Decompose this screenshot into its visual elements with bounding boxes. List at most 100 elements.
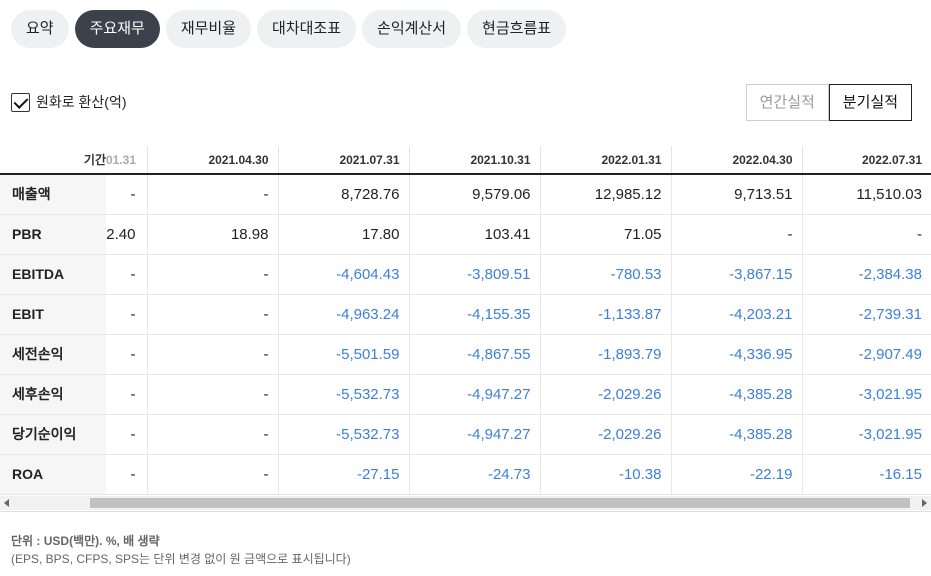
scrollbar-thumb[interactable]	[90, 498, 910, 508]
table-cell: -4,203.21	[670, 294, 802, 335]
unit-note: 단위 : USD(백만). %, 배 생략	[11, 534, 160, 548]
table-cell: 17.80	[277, 214, 409, 255]
tab-key-financials[interactable]: 주요재무	[74, 10, 160, 48]
table-cell: -4,385.28	[670, 373, 802, 415]
table-cell: -	[106, 373, 147, 415]
column-header: 01.31	[106, 146, 147, 175]
table-cell: -1,133.87	[539, 294, 671, 335]
table-cell: -4,604.43	[277, 254, 409, 295]
table-cell: -3,809.51	[408, 254, 540, 295]
tab-cash-flow[interactable]: 현금흐름표	[467, 10, 567, 48]
financial-table-container: 기간 01.31 2021.04.30 2021.07.31 2021.10.3…	[0, 146, 931, 512]
table-cell: -27.15	[277, 454, 409, 495]
column-header: 2022.01.31	[539, 146, 671, 175]
footnote: 단위 : USD(백만). %, 배 생략 (EPS, BPS, CFPS, S…	[11, 532, 351, 568]
table-cell: -3,867.15	[670, 254, 802, 295]
table-cell: -	[106, 414, 147, 455]
table-cell: -	[106, 254, 147, 295]
table-cell: -4,385.28	[670, 414, 802, 455]
tab-balance-sheet[interactable]: 대차대조표	[257, 10, 357, 48]
table-cell: -16.15	[801, 454, 931, 495]
row-label: 세후손익	[0, 373, 106, 415]
table-cell: -	[146, 454, 278, 495]
column-header: 2021.04.30	[146, 146, 278, 175]
table-cell: -10.38	[539, 454, 671, 495]
column-header: 2021.10.31	[408, 146, 540, 175]
table-cell: -3,021.95	[801, 414, 931, 455]
table-cell: -2,739.31	[801, 294, 931, 335]
unit-exception-note: (EPS, BPS, CFPS, SPS는 단위 변경 없이 원 금액으로 표시…	[11, 552, 351, 566]
table-cell: -	[670, 214, 802, 255]
row-label: EBITDA	[0, 254, 106, 295]
scroll-left-icon[interactable]	[0, 496, 14, 510]
table-row: ROA - - -27.15 -24.73 -10.38 -22.19 -16.15	[0, 454, 931, 495]
table-row: PBR 2.40 18.98 17.80 103.41 71.05- -	[0, 214, 931, 255]
table-cell: 103.41	[408, 214, 540, 255]
table-cell: -1,893.79	[539, 334, 671, 375]
table-cell: -	[106, 174, 147, 215]
row-label: EBIT	[0, 294, 106, 335]
period-header: 기간	[0, 146, 106, 175]
table-cell: 18.98	[146, 214, 278, 255]
tab-financial-ratios[interactable]: 재무비율	[165, 10, 252, 48]
row-label: PBR	[0, 214, 106, 255]
table-row: 당기순이익 - - -5,532.73 -4,947.27 -2,029.26 -4,385…	[0, 414, 931, 455]
table-cell: -4,947.27	[408, 373, 540, 415]
table-cell: -	[146, 174, 278, 215]
krw-convert-label: 원화로 환산(억)	[36, 94, 127, 110]
table-cell: -	[146, 294, 278, 335]
table-cell: -4,963.24	[277, 294, 409, 335]
annual-button[interactable]: 연간실적	[745, 84, 829, 121]
table-cell: -4,336.95	[670, 334, 802, 375]
table-cell: -	[146, 414, 278, 455]
tab-summary[interactable]: 요약	[11, 10, 69, 48]
column-header: 2021.07.31	[277, 146, 409, 175]
tab-income-statement[interactable]: 손익계산서	[362, 10, 462, 48]
table-cell: -4,947.27	[408, 414, 540, 455]
horizontal-scrollbar[interactable]	[0, 496, 931, 510]
table-cell: -4,867.55	[408, 334, 540, 375]
table-row: EBITDA - - -4,604.43 -3,809.51 -780.53 -3,867.…	[0, 254, 931, 295]
quarterly-button[interactable]: 분기실적	[828, 84, 912, 121]
table-cell: -2,384.38	[801, 254, 931, 295]
financial-table: 기간 01.31 2021.04.30 2021.07.31 2021.10.3…	[0, 146, 931, 495]
table-cell: 2.40	[106, 214, 147, 255]
table-cell: -	[146, 373, 278, 415]
table-cell: -4,155.35	[408, 294, 540, 335]
table-cell: 9,713.51	[670, 174, 802, 215]
table-cell: -2,029.26	[539, 414, 671, 455]
krw-convert-option[interactable]: 원화로 환산(억)	[11, 92, 127, 112]
row-label: 매출액	[0, 174, 106, 215]
table-cell: -5,501.59	[277, 334, 409, 375]
table-cell: -	[146, 334, 278, 375]
table-cell: -	[106, 294, 147, 335]
table-row: 매출액 - -8,728.76 9,579.06 12,985.12 9,713.51 11…	[0, 174, 931, 215]
table-cell: -5,532.73	[277, 414, 409, 455]
table-cell: 71.05	[539, 214, 671, 255]
table-cell: 11,510.03	[801, 174, 931, 215]
period-toggle: 연간실적 분기실적	[745, 84, 912, 121]
table-cell: -2,907.49	[801, 334, 931, 375]
table-cell: -	[146, 254, 278, 295]
scroll-right-icon[interactable]	[917, 496, 931, 510]
table-cell: -	[106, 334, 147, 375]
table-cell: -5,532.73	[277, 373, 409, 415]
table-cell: -780.53	[539, 254, 671, 295]
header-row: 기간 01.31 2021.04.30 2021.07.31 2021.10.3…	[0, 146, 931, 175]
krw-convert-checkbox[interactable]	[11, 92, 30, 112]
table-cell: -	[106, 454, 147, 495]
tab-bar: 요약 주요재무 재무비율 대차대조표 손익계산서 현금흐름표	[11, 10, 567, 48]
table-cell: -2,029.26	[539, 373, 671, 415]
table-cell: 8,728.76	[277, 174, 409, 215]
divider	[0, 511, 931, 512]
table-cell: -3,021.95	[801, 373, 931, 415]
row-label: 당기순이익	[0, 414, 106, 455]
table-cell: -	[801, 214, 931, 255]
table-cell: -24.73	[408, 454, 540, 495]
table-cell: -22.19	[670, 454, 802, 495]
row-label: 세전손익	[0, 334, 106, 375]
row-label: ROA	[0, 454, 106, 495]
table-cell: 9,579.06	[408, 174, 540, 215]
column-header: 2022.07.31	[801, 146, 931, 175]
table-cell: 12,985.12	[539, 174, 671, 215]
